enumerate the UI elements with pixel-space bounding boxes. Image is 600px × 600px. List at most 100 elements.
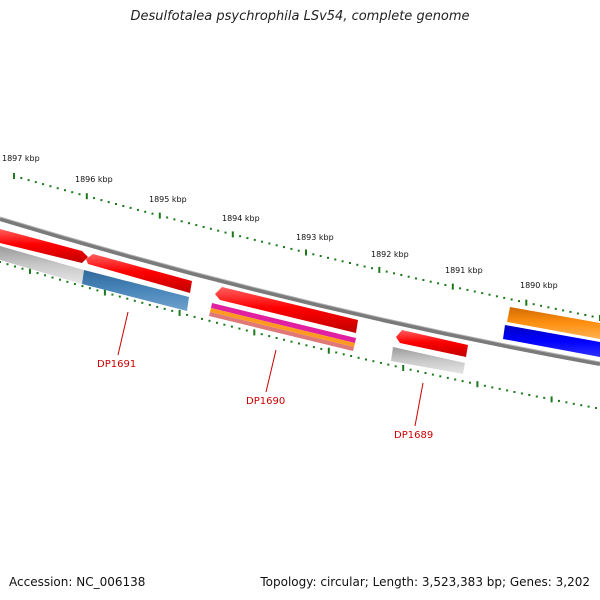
minor-tick	[141, 301, 144, 304]
minor-tick	[572, 402, 575, 405]
gene-red-dp1690[interactable]	[215, 287, 358, 333]
minor-tick	[518, 300, 520, 303]
gene-red-left-2[interactable]	[86, 254, 192, 293]
minor-tick	[216, 321, 218, 324]
minor-tick	[498, 387, 501, 390]
minor-tick	[111, 293, 114, 296]
minor-tick	[100, 199, 103, 202]
minor-tick	[312, 346, 315, 349]
minor-tick	[209, 227, 212, 230]
minor-tick	[379, 361, 382, 364]
minor-tick	[565, 401, 568, 404]
minor-tick	[495, 295, 498, 298]
minor-tick	[51, 276, 54, 279]
major-tick	[103, 289, 106, 296]
leader-dp1690	[265, 349, 277, 393]
gene-salmon-dp1690[interactable]	[209, 312, 354, 351]
minor-tick	[36, 272, 39, 275]
minor-tick	[335, 351, 338, 354]
gene-red-left-1[interactable]	[0, 229, 88, 263]
minor-tick	[488, 293, 491, 296]
minor-tick	[473, 290, 476, 293]
minor-tick	[71, 191, 74, 194]
minor-tick	[42, 183, 45, 186]
minor-tick	[385, 270, 388, 273]
minor-tick	[424, 372, 427, 374]
minor-tick	[371, 267, 373, 270]
minor-tick	[357, 356, 360, 359]
minor-tick	[491, 386, 494, 389]
minor-tick	[506, 389, 509, 392]
minor-tick	[342, 353, 345, 356]
minor-tick	[275, 244, 278, 247]
minor-tick	[305, 344, 308, 347]
minor-tick	[239, 235, 242, 238]
minor-tick	[429, 280, 432, 283]
minor-tick	[532, 303, 535, 306]
gene-label-dp1690[interactable]: DP1690	[246, 396, 285, 407]
minor-tick	[584, 314, 587, 316]
minor-tick	[171, 309, 174, 312]
minor-tick	[349, 262, 351, 264]
gene-orange-right[interactable]	[507, 307, 600, 339]
minor-tick	[387, 363, 390, 366]
minor-tick	[261, 240, 264, 243]
minor-tick	[591, 315, 594, 318]
minor-tick	[422, 279, 425, 281]
minor-tick	[393, 272, 395, 275]
minor-tick	[56, 187, 59, 190]
major-tick	[402, 365, 405, 371]
minor-tick	[14, 265, 16, 268]
gene-label-dp1691[interactable]: DP1691	[97, 359, 136, 370]
minor-tick	[540, 304, 542, 307]
gene-label-dp1689[interactable]: DP1689	[394, 430, 433, 441]
minor-tick	[238, 327, 241, 330]
minor-tick	[126, 297, 129, 300]
minor-tick	[543, 396, 546, 399]
minor-tick	[148, 303, 151, 306]
gene-magenta-dp1690[interactable]	[211, 303, 356, 343]
minor-tick	[510, 298, 513, 301]
gene-gray-dp1689[interactable]	[391, 347, 465, 374]
gene-blue-right[interactable]	[503, 325, 600, 357]
minor-tick	[503, 296, 506, 299]
minor-tick	[350, 355, 353, 357]
scale-label-1890: 1890 kbp	[520, 281, 558, 290]
minor-tick	[417, 370, 419, 373]
gene-orange-dp1690[interactable]	[210, 308, 355, 347]
minor-tick	[78, 193, 81, 196]
minor-tick	[341, 260, 344, 263]
minor-tick	[409, 368, 412, 371]
scale-label-1896: 1896 kbp	[75, 175, 113, 184]
scale-label-1892: 1892 kbp	[371, 250, 409, 259]
minor-tick	[290, 340, 293, 343]
genome-summary: Topology: circular; Length: 3,523,383 bp…	[260, 575, 590, 589]
minor-tick	[151, 212, 154, 215]
scale-label-1895: 1895 kbp	[149, 195, 187, 204]
minor-tick	[122, 205, 125, 207]
minor-tick	[587, 405, 590, 408]
gene-gray-left[interactable]	[0, 246, 84, 284]
gene-red-dp1689[interactable]	[396, 330, 468, 357]
minor-tick	[144, 210, 147, 213]
minor-tick	[88, 287, 91, 290]
minor-tick	[96, 289, 99, 292]
minor-tick	[166, 216, 169, 219]
minor-tick	[0, 261, 1, 263]
minor-tick	[180, 220, 183, 223]
major-tick	[305, 249, 307, 256]
minor-tick	[208, 319, 211, 322]
minor-tick	[217, 229, 220, 232]
minor-tick	[195, 224, 198, 227]
scale-label-1897: 1897 kbp	[2, 154, 40, 163]
major-tick	[13, 173, 15, 179]
accession-label: Accession: NC_006138	[9, 575, 146, 589]
minor-tick	[20, 177, 23, 179]
minor-tick	[73, 283, 76, 285]
gene-steelblue-left[interactable]	[82, 270, 189, 311]
map-title: Desulfotalea psychrophila LSv54, complet…	[130, 9, 470, 24]
minor-tick	[469, 381, 471, 384]
minor-tick	[283, 246, 285, 249]
minor-tick	[312, 253, 315, 256]
minor-tick	[275, 337, 278, 339]
